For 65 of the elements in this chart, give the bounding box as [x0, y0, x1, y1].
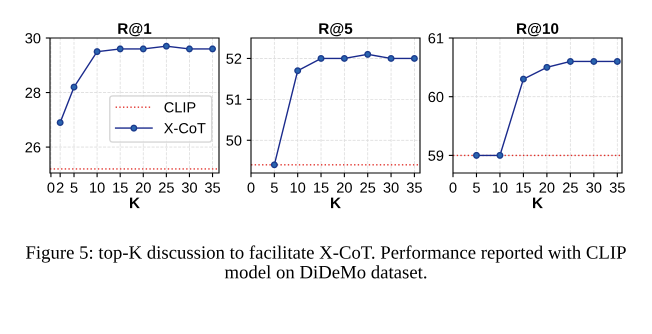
chart-title: R@5	[319, 22, 352, 36]
y-tick-label: 59	[428, 150, 444, 161]
x-tick-label: 0	[47, 182, 54, 193]
point	[116, 45, 124, 52]
legend-label: CLIP	[164, 102, 196, 112]
x-tick-label: 30	[384, 182, 399, 193]
chart-title: R@10	[517, 22, 558, 36]
x-tick-label: 35	[204, 182, 220, 193]
point	[94, 48, 101, 56]
point	[543, 64, 550, 71]
point	[70, 84, 78, 91]
point	[410, 54, 418, 62]
point	[270, 161, 278, 168]
chart-title: R@1	[118, 22, 152, 36]
point	[388, 54, 395, 62]
y-tick-label: 52	[226, 54, 242, 64]
x-tick-label: 2	[56, 182, 64, 193]
caption: Figure 5: top-K discussion to facilitate X-CoT. Performance reported with CLIP model on DiDeMo dataset.	[26, 245, 626, 279]
x-tick-label: 20	[336, 182, 352, 193]
x-tick-label: 15	[314, 182, 329, 193]
point	[186, 45, 193, 52]
y-tick-label: 26	[25, 142, 40, 153]
point	[614, 58, 621, 65]
y-tick-label: 51	[226, 94, 242, 105]
point	[318, 54, 324, 62]
y-tick-label: 61	[428, 33, 444, 44]
x-tick-label: 25	[158, 182, 174, 193]
x-tick-label: 20	[540, 182, 554, 193]
x-tick-label: 10	[290, 182, 306, 193]
x-tick-label: 0	[248, 182, 254, 193]
x-tick-label: 0	[450, 182, 456, 193]
point	[364, 50, 372, 58]
point	[496, 152, 504, 159]
point	[590, 58, 598, 65]
x-tick-label: 10	[492, 182, 508, 193]
y-tick-label: 28	[25, 88, 40, 98]
point	[473, 152, 480, 159]
x-axis-title: K	[533, 198, 543, 208]
x-tick-label: 5	[473, 182, 480, 193]
point	[56, 119, 64, 126]
x-tick-label: 10	[90, 182, 105, 193]
y-tick-label: 50	[226, 135, 242, 146]
x-tick-label: 25	[360, 182, 376, 193]
point	[294, 67, 302, 74]
x-axis-title: K	[130, 198, 140, 208]
y-tick-label: 60	[428, 92, 444, 102]
point	[566, 58, 574, 65]
x-tick-label: 15	[113, 182, 128, 193]
x-tick-label: 35	[610, 182, 625, 193]
x-tick-label: 30	[586, 182, 602, 193]
point	[520, 76, 527, 83]
x-tick-label: 30	[182, 182, 197, 193]
x-tick-label: 35	[406, 182, 422, 193]
point	[162, 42, 170, 50]
x-axis-title: K	[331, 198, 341, 208]
point	[340, 54, 348, 62]
x-tick-label: 20	[136, 182, 151, 193]
point	[140, 45, 147, 52]
x-tick-label: 15	[516, 182, 531, 193]
x-tick-label: 5	[270, 182, 278, 193]
x-tick-label: 5	[70, 182, 78, 193]
point	[209, 45, 216, 52]
legend-label: X-CoT	[164, 123, 206, 134]
y-tick-label: 30	[25, 33, 40, 44]
x-tick-label: 25	[562, 182, 578, 193]
